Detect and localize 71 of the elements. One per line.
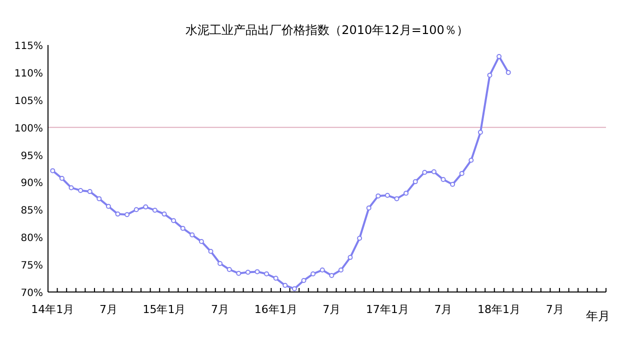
point: [245, 270, 250, 275]
point: [506, 70, 511, 75]
y-tick-label: 115%: [14, 41, 43, 52]
point: [310, 271, 316, 276]
point: [96, 196, 102, 202]
point: [198, 239, 204, 244]
x-tick-label: 17年1月: [366, 303, 409, 316]
point: [440, 176, 446, 182]
point: [394, 196, 400, 202]
point: [218, 260, 223, 266]
point: [68, 185, 74, 190]
x-axis-title: 年月: [586, 309, 610, 323]
y-tick-label: 75%: [20, 260, 43, 272]
point: [459, 170, 464, 176]
point: [152, 208, 158, 213]
point: [412, 179, 418, 184]
point: [106, 204, 111, 209]
point: [301, 278, 306, 283]
point: [273, 276, 278, 281]
point: [320, 268, 325, 273]
point: [236, 270, 242, 276]
point: [190, 232, 195, 238]
chart-title: 水泥工业产品出厂价格指数（2010年12月=100％）: [186, 23, 468, 37]
point: [366, 206, 372, 211]
point: [264, 271, 270, 276]
point: [134, 207, 139, 212]
x-tick-label: 7月: [322, 303, 341, 316]
point: [348, 254, 353, 260]
y-tick-label: 100%: [14, 123, 43, 134]
point: [115, 212, 120, 217]
point: [357, 236, 362, 241]
point: [87, 189, 92, 194]
point: [208, 248, 214, 254]
point: [487, 72, 492, 78]
y-tick-label: 95%: [20, 150, 43, 162]
x-tick-label: 16年1月: [254, 303, 298, 316]
point: [329, 273, 334, 278]
point: [78, 188, 84, 193]
point: [404, 190, 409, 196]
point: [59, 176, 64, 181]
point: [468, 158, 474, 163]
point: [124, 212, 130, 218]
point: [478, 130, 483, 135]
point: [171, 218, 176, 224]
point: [282, 282, 288, 288]
y-tick-label: 80%: [20, 233, 43, 244]
y-tick-label: 90%: [20, 178, 43, 190]
point: [180, 226, 186, 231]
point: [384, 192, 390, 198]
point: [431, 169, 436, 174]
y-tick-label: 85%: [20, 206, 43, 217]
y-tick-label: 110%: [14, 68, 43, 80]
y-tick-label: 70%: [20, 288, 43, 299]
x-tick-label: 15年1月: [142, 303, 186, 316]
point: [226, 266, 232, 272]
x-tick-label: 7月: [546, 303, 564, 316]
x-tick-label: 7月: [434, 303, 452, 316]
point: [143, 204, 148, 210]
point: [50, 168, 56, 174]
point: [292, 286, 297, 292]
x-tick-label: 14年1月: [31, 303, 74, 316]
point: [338, 268, 344, 273]
point: [450, 182, 456, 187]
point: [422, 170, 428, 175]
point: [162, 212, 167, 217]
x-tick-label: 18年1月: [478, 303, 521, 316]
y-tick-label: 105%: [14, 96, 43, 107]
x-tick-label: 7月: [99, 303, 118, 316]
point: [254, 269, 260, 274]
x-tick-label: 7月: [211, 303, 230, 316]
point: [376, 193, 381, 198]
